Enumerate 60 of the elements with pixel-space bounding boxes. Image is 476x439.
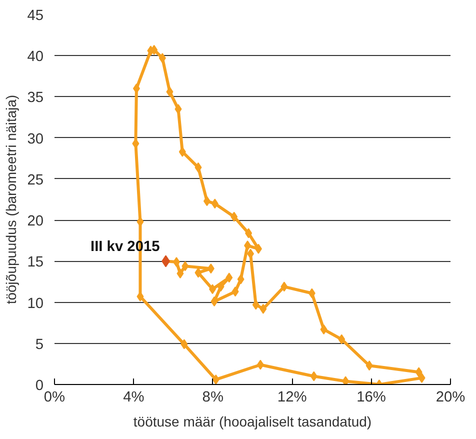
point — [232, 286, 239, 297]
point — [244, 240, 252, 251]
point — [237, 274, 244, 284]
point — [209, 284, 216, 294]
y-tick-label: 25 — [27, 172, 44, 188]
point — [194, 268, 202, 278]
point — [217, 282, 224, 292]
point — [245, 228, 252, 238]
point — [256, 360, 264, 370]
point — [415, 367, 422, 378]
point — [150, 44, 158, 55]
y-tick-label: 45 — [27, 8, 44, 24]
y-tick-label: 5 — [35, 336, 44, 353]
point — [252, 300, 260, 310]
point — [226, 272, 233, 283]
point — [254, 244, 262, 254]
point — [342, 376, 350, 384]
point — [280, 282, 288, 292]
point — [418, 372, 426, 383]
y-tick-label: 15 — [27, 254, 44, 271]
x-tick-label: 20% — [436, 390, 466, 406]
x-tick-label: 8% — [202, 390, 224, 406]
x-axis-title: töötuse määr (hooajaliselt tasandatud) — [133, 414, 372, 430]
x-tick-label: 12% — [277, 390, 307, 406]
y-axis-title: tööjõupuudus (baromeetri näitaja) — [3, 94, 20, 304]
point — [338, 334, 346, 344]
y-tick-label: 40 — [27, 49, 44, 66]
point — [136, 216, 144, 227]
y-tick-label: 30 — [27, 131, 44, 148]
y-tick-label: 35 — [27, 90, 44, 106]
point — [166, 86, 174, 97]
point — [260, 304, 267, 314]
y-tick-label: 10 — [27, 296, 44, 312]
x-tick-label: 16% — [356, 390, 386, 406]
point — [210, 296, 218, 306]
point — [308, 288, 316, 298]
point — [212, 374, 220, 384]
point — [180, 339, 188, 350]
point — [247, 248, 254, 259]
point — [158, 53, 166, 64]
point — [310, 371, 318, 382]
point — [178, 146, 186, 157]
point — [174, 104, 182, 114]
y-tick-label: 0 — [35, 378, 44, 394]
point — [172, 256, 180, 267]
point — [203, 196, 210, 206]
point — [132, 84, 140, 94]
point — [132, 138, 140, 149]
point — [136, 292, 144, 302]
point — [211, 198, 218, 209]
x-tick-label: 4% — [123, 390, 144, 406]
point — [230, 212, 238, 222]
point — [182, 261, 189, 272]
point — [176, 268, 184, 278]
y-tick-label: 20 — [27, 214, 44, 230]
point — [320, 324, 328, 334]
point — [366, 360, 373, 371]
point — [194, 162, 202, 172]
point — [207, 264, 214, 274]
x-tick-label: 0% — [44, 390, 66, 406]
